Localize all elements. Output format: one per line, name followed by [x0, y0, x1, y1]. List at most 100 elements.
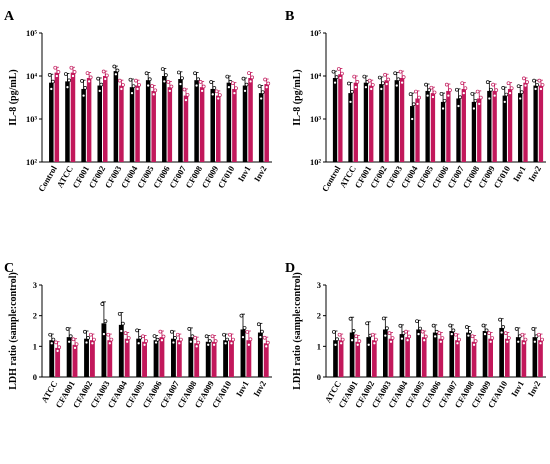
bar [49, 82, 54, 162]
data-point [338, 76, 343, 80]
data-point [491, 82, 495, 87]
bar [97, 85, 102, 162]
data-point [54, 340, 58, 345]
data-point [455, 87, 459, 92]
data-point [213, 339, 218, 343]
data-point [334, 75, 339, 80]
bar [384, 80, 389, 162]
data-point [126, 336, 131, 340]
data-point [88, 332, 93, 337]
x-tick-label: Inv2 [252, 164, 269, 183]
data-point [423, 334, 428, 339]
data-point [260, 90, 265, 95]
data-point [223, 341, 228, 346]
data-point [477, 102, 482, 106]
data-point [209, 80, 213, 84]
data-point [483, 332, 487, 336]
bar [421, 337, 427, 377]
y-tick-label: 2 [317, 311, 321, 321]
y-tick-label: 0 [317, 372, 321, 382]
data-point [263, 77, 267, 82]
data-point [214, 89, 219, 94]
bar [257, 332, 263, 377]
data-point [106, 332, 111, 337]
data-point [48, 332, 53, 337]
data-point [398, 69, 403, 74]
data-point [432, 90, 437, 95]
data-point [475, 89, 480, 94]
bar [65, 81, 70, 162]
panel-b: B IL-8 (pg/mL) 10²10³10⁴10⁵ControlATCCCF… [285, 9, 546, 193]
data-point [457, 337, 461, 342]
data-point [103, 319, 108, 324]
bar [66, 337, 72, 377]
data-point [119, 329, 124, 333]
data-point [514, 327, 519, 331]
bar [504, 338, 510, 377]
bar [425, 90, 430, 162]
bar [70, 72, 76, 162]
data-point [520, 332, 525, 337]
data-point [141, 334, 145, 339]
bar [488, 338, 493, 377]
x-tick-label: Control [320, 163, 343, 193]
data-point [146, 83, 151, 88]
x-tick-label: Inv1 [236, 164, 253, 183]
data-point [417, 95, 421, 100]
data-point [112, 64, 117, 69]
data-point [265, 340, 270, 345]
data-point [444, 82, 449, 87]
data-point [407, 334, 412, 339]
data-point [523, 337, 528, 342]
data-point [336, 67, 341, 71]
y-tick-label: 10³ [26, 114, 38, 124]
data-point [468, 330, 472, 334]
data-point [158, 329, 163, 334]
data-point [136, 341, 141, 346]
data-point [429, 85, 434, 90]
y-tick-label: 3 [33, 280, 37, 290]
data-point [379, 87, 384, 91]
data-point [357, 339, 362, 343]
bar [55, 347, 61, 377]
data-point [155, 337, 160, 342]
bar [338, 74, 343, 162]
data-point [97, 89, 102, 93]
bar [153, 340, 159, 377]
bar [416, 329, 421, 377]
data-point [188, 339, 193, 344]
bar [523, 82, 528, 162]
data-point [481, 323, 486, 328]
data-point [487, 331, 491, 335]
bar [518, 93, 523, 162]
data-point [49, 87, 54, 91]
bar [205, 341, 211, 377]
data-point [196, 77, 201, 82]
data-point [229, 341, 234, 346]
data-point [410, 117, 415, 121]
bar [263, 343, 269, 377]
data-point [169, 84, 174, 89]
data-point [449, 332, 454, 336]
bar [499, 327, 504, 377]
bar [432, 332, 438, 377]
bar [211, 341, 217, 377]
bar [461, 88, 466, 162]
bar [455, 340, 460, 377]
bar [515, 337, 521, 377]
data-point [175, 332, 180, 337]
panel-letter-a: A [4, 9, 15, 24]
data-point [381, 81, 385, 86]
data-point [414, 89, 418, 94]
y-tick-label: 10⁵ [310, 28, 322, 38]
data-point [501, 86, 506, 90]
bar [538, 85, 544, 162]
data-point [193, 335, 197, 340]
bar [372, 340, 377, 377]
data-point [383, 333, 388, 338]
bar [446, 90, 451, 162]
data-point [456, 104, 461, 108]
data-point [400, 80, 404, 85]
data-point [519, 90, 524, 95]
data-point [68, 334, 73, 339]
